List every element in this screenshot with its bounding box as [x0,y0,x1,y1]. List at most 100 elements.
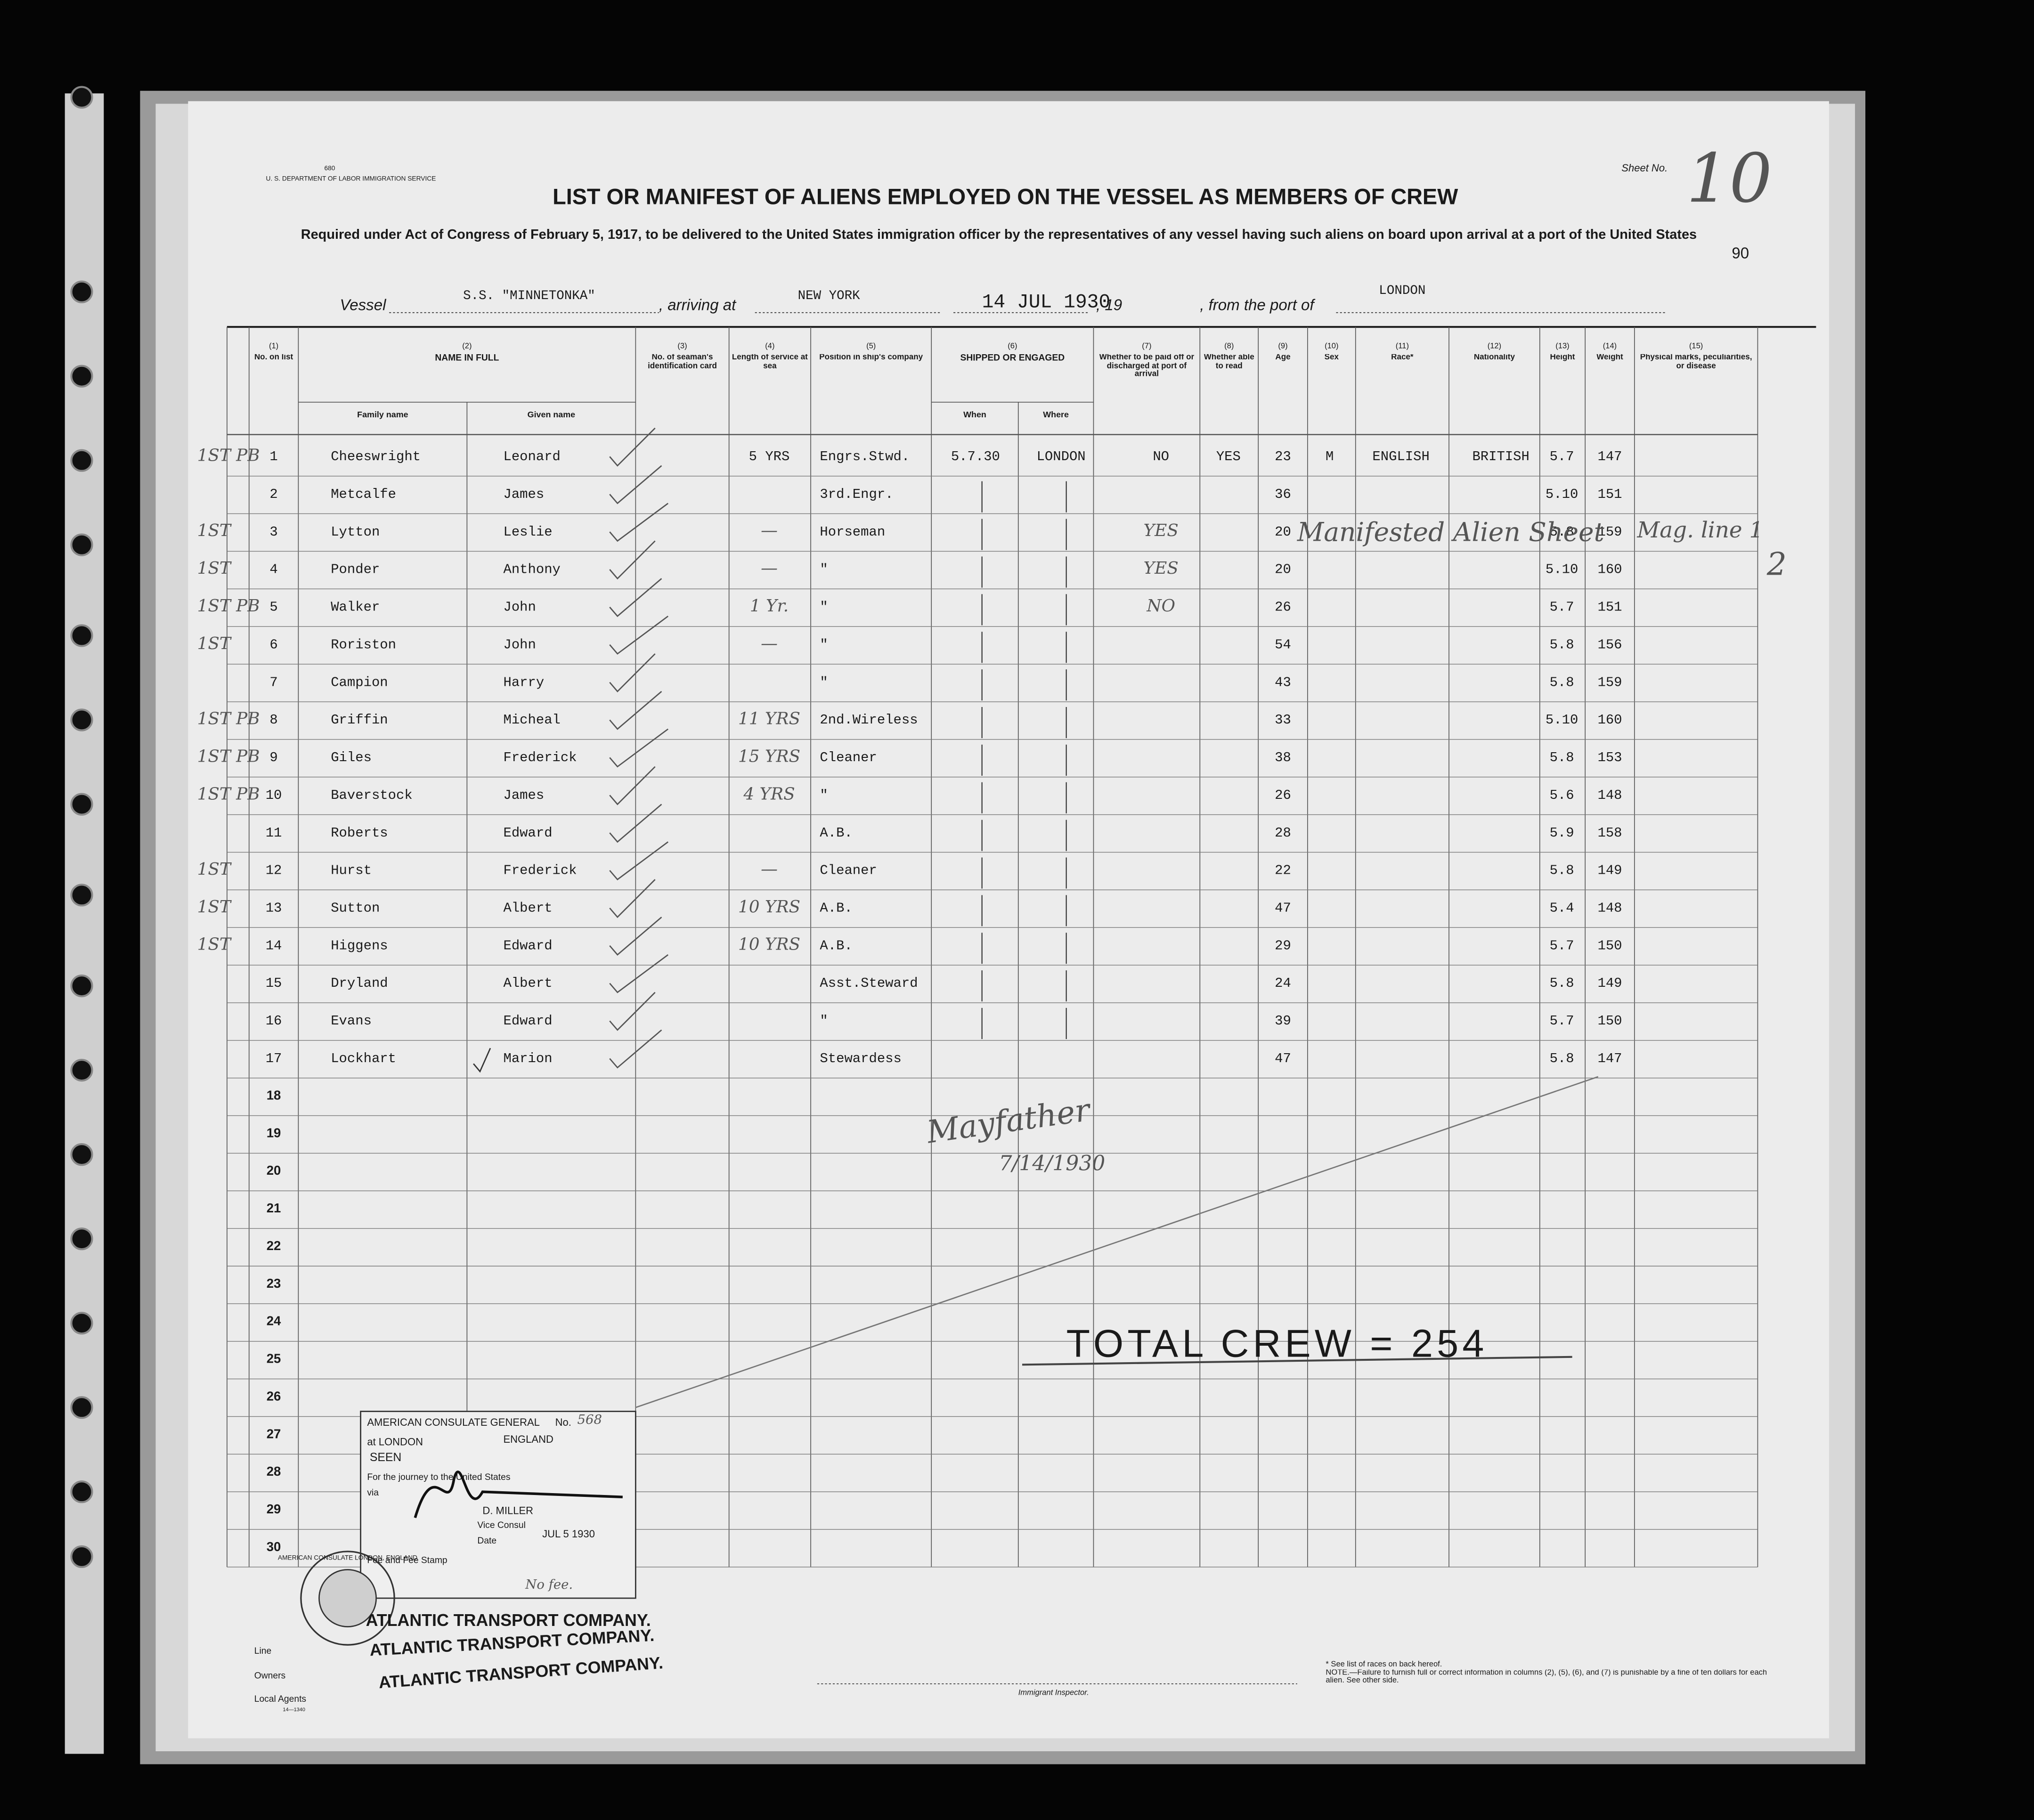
column-number: (7) [1142,341,1151,350]
weight: 151 [1597,487,1622,502]
title: LIST OR MANIFEST OF ALIENS EMPLOYED ON T… [553,185,1458,209]
column-label: No. on list [254,354,293,362]
seal-center [318,1569,377,1628]
family-name: Griffin [331,712,388,728]
list-number: 29 [267,1502,281,1516]
stamp-country: ENGLAND [503,1433,553,1445]
consular-seal [300,1551,395,1646]
check-mark [609,1029,662,1069]
margin-note: 1ST PB [197,596,260,616]
column-number: (3) [677,341,687,350]
check-mark [609,766,656,805]
column-label-box: No. on list [254,354,293,362]
list-number: 28 [267,1464,281,1479]
height: 5.4 [1550,901,1574,916]
stamp-title: AMERICAN CONSULATE GENERAL [367,1416,540,1428]
list-number: 27 [267,1426,281,1441]
position: " [820,788,828,803]
shipped-where: LONDON [1037,449,1086,464]
seal-text: AMERICAN CONSULATE LONDON, ENGLAND [278,1554,417,1561]
length-of-service: 5 YRS [749,449,790,464]
weight: 150 [1597,1013,1622,1029]
check-mark [609,804,662,843]
list-number: 18 [267,1088,281,1102]
owners-label: Owners [254,1671,285,1681]
race: ENGLISH [1372,449,1429,464]
table-cells: (1) No. on list (2) NAME IN FULL Family name… [197,341,1752,1554]
height: 5.7 [1550,1013,1574,1029]
position: " [820,674,828,690]
column-number: (10) [1325,341,1338,350]
binder-hole [70,86,93,109]
stamp-box [360,1411,636,1599]
age: 26 [1275,600,1291,615]
list-number: 8 [269,712,277,728]
list-number: 11 [266,825,282,841]
height: 5.7 [1550,449,1574,464]
arriving-port: NEW YORK [798,289,861,303]
stamp-journey: For the journey to the United States [367,1472,510,1482]
from-label: , from the port of [1200,297,1316,314]
nationality: BRITISH [1472,449,1529,464]
age: 33 [1275,712,1291,728]
family-name: Roriston [331,637,396,652]
given-name: Edward [503,938,552,953]
length-of-service: — [761,521,778,540]
sub-column-label: Family name [357,410,408,419]
age: 36 [1275,487,1291,502]
column-label-box: Whether to be paid off or discharged at … [1099,354,1195,378]
weight: 158 [1597,825,1622,841]
paid-off: YES [1144,521,1179,540]
height: 5.8 [1550,975,1574,991]
weight: 156 [1597,637,1622,652]
column-number: (11) [1396,341,1409,350]
list-number: 6 [269,637,277,652]
binder-hole [70,449,93,472]
list-number: 23 [267,1276,281,1291]
list-number: 21 [267,1201,281,1215]
sub-column-label: Given name [528,410,575,419]
year-label: , 19 [1096,297,1122,314]
family-name: Higgens [331,938,388,953]
length-of-service: 10 YRS [738,935,800,954]
height: 5.8 [1550,750,1574,765]
given-name: Leonard [503,449,560,464]
family-name: Metcalfe [331,487,396,502]
column-label-box: Race* [1391,354,1414,362]
margin-note: 1ST [197,860,232,879]
weight: 159 [1597,524,1622,540]
given-name: John [503,600,536,615]
age: 22 [1275,863,1291,878]
age: 43 [1275,674,1291,690]
given-name: Frederick [503,750,577,765]
binder-hole [70,1480,93,1503]
age: 29 [1275,938,1291,953]
stamp-consul: D. MILLER [482,1504,533,1516]
length-of-service: — [761,559,778,578]
given-name: Marion [503,1051,552,1066]
column-label: NAME IN FULL [435,354,499,364]
position: " [820,637,828,652]
column-label: Age [1275,354,1291,362]
form-number: 680 [324,165,335,172]
margin-note: 1ST [197,559,232,578]
column-label: Race* [1391,354,1414,362]
races-note: * See list of races on back hereof. [1326,1659,1442,1668]
age: 20 [1275,562,1291,577]
list-number: 22 [267,1238,281,1253]
position: " [820,562,828,577]
list-number: 10 [266,788,282,803]
check-mark [609,691,662,730]
list-number: 24 [267,1314,281,1328]
column-label-box: Position in ship's company [819,354,923,361]
family-name: Evans [331,1013,372,1029]
column-number: (4) [765,341,774,350]
family-name: Dryland [331,975,388,991]
list-number: 20 [267,1163,281,1178]
age: 24 [1275,975,1291,991]
binder-holes [70,86,93,1568]
column-label-box: Weight [1596,354,1623,361]
binder-hole [70,884,93,907]
position: A.B. [820,825,852,841]
given-name: Frederick [503,863,577,878]
